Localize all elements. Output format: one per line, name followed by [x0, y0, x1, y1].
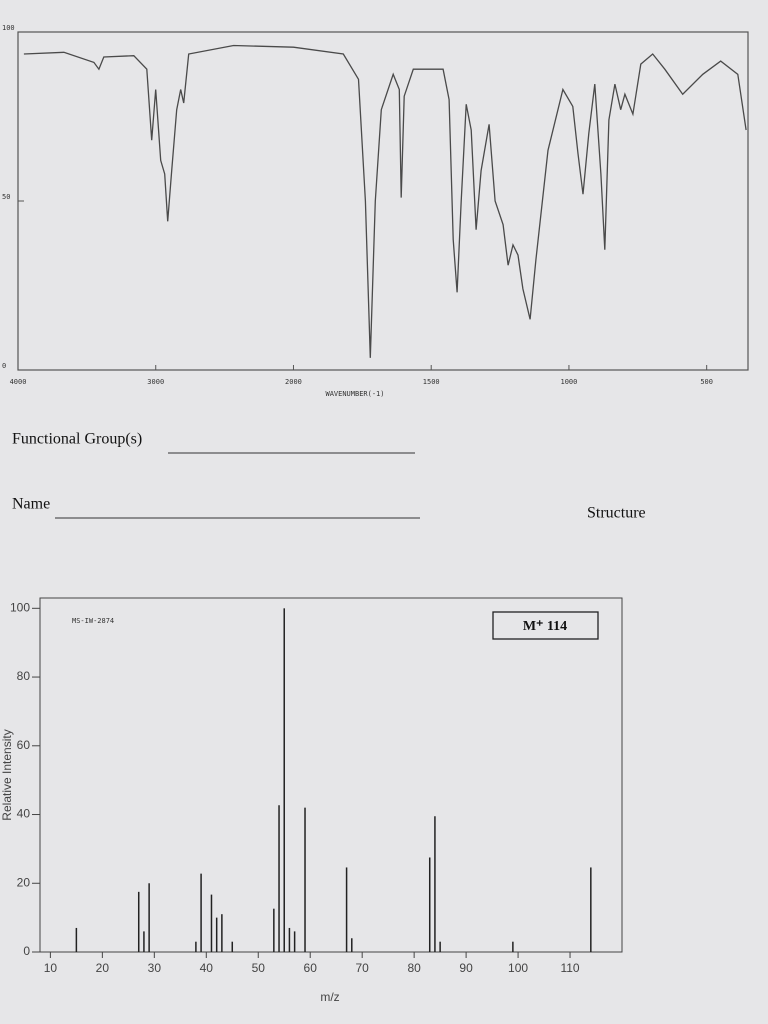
x-axis-label: m/z	[320, 990, 339, 1004]
peak	[273, 908, 275, 952]
x-tick-label: 80	[407, 961, 421, 975]
annotation: MS-IW-2874	[72, 617, 114, 625]
ion-box	[492, 611, 599, 640]
peak	[210, 894, 213, 952]
x-tick-label: 100	[508, 961, 528, 975]
peak	[148, 883, 150, 952]
peak	[221, 914, 223, 952]
peak	[512, 941, 514, 952]
peak	[278, 805, 280, 952]
x-tick-label: 40	[200, 961, 214, 975]
peak	[304, 807, 306, 952]
peak	[439, 941, 441, 952]
peak	[195, 941, 197, 952]
y-tick-label: 100	[2, 24, 15, 32]
peak	[345, 867, 348, 952]
x-tick-label: 110	[560, 961, 579, 975]
peak	[351, 938, 353, 952]
y-tick-label: 0	[23, 944, 30, 958]
x-tick-label: 30	[148, 961, 162, 975]
x-tick-label: 500	[700, 378, 713, 386]
x-tick-label: 70	[355, 961, 369, 975]
x-tick-label: 1500	[423, 378, 440, 386]
x-tick-label: 90	[459, 961, 473, 975]
plot-frame	[39, 597, 623, 953]
peak	[428, 857, 431, 952]
x-tick-label: 4000	[10, 378, 27, 386]
y-tick-label: 100	[10, 600, 30, 614]
x-tick-label: 50	[252, 961, 266, 975]
peak	[215, 917, 218, 952]
peak	[231, 941, 234, 952]
x-axis-label: WAVENUMBER(-1)	[325, 390, 384, 398]
x-tick-label: 2000	[285, 378, 302, 386]
y-tick-label: 20	[17, 875, 31, 889]
mass-spectrum: 0 20 40 60 80 100 10 20 30 40 50 60 70 80 90 100 110 m/z R…	[0, 597, 623, 1004]
x-tick-label: 20	[96, 961, 110, 975]
name-label: Name	[12, 496, 50, 513]
spectrum-line	[23, 44, 747, 358]
peak	[590, 867, 592, 952]
y-axis-label: Relative Intensity	[0, 729, 14, 820]
y-tick-label: 50	[2, 193, 10, 201]
molecular-ion: M⁺ 114	[523, 619, 567, 634]
x-tick-label: 60	[304, 961, 318, 975]
x-tick-label: 1000	[561, 378, 578, 386]
x-tick-label: 10	[44, 961, 58, 975]
y-tick-label: 40	[17, 807, 31, 821]
peak	[283, 608, 285, 952]
peak	[293, 931, 296, 952]
x-tick-label: 3000	[147, 378, 164, 386]
ir-spectrum: 0 50 100 4000 3000 2000 1500 1000 500 WAVENUMBER(…	[2, 24, 749, 398]
functional-group-label: Functional Group(s)	[12, 431, 142, 448]
y-tick-label: 0	[2, 362, 6, 370]
peak	[75, 927, 78, 952]
peak	[137, 891, 140, 952]
y-tick-label: 80	[17, 669, 31, 683]
peak	[200, 873, 202, 952]
structure-label: Structure	[587, 505, 646, 522]
peak	[434, 816, 436, 952]
y-tick-label: 60	[17, 738, 31, 752]
peak	[143, 931, 145, 952]
peak	[288, 927, 291, 952]
